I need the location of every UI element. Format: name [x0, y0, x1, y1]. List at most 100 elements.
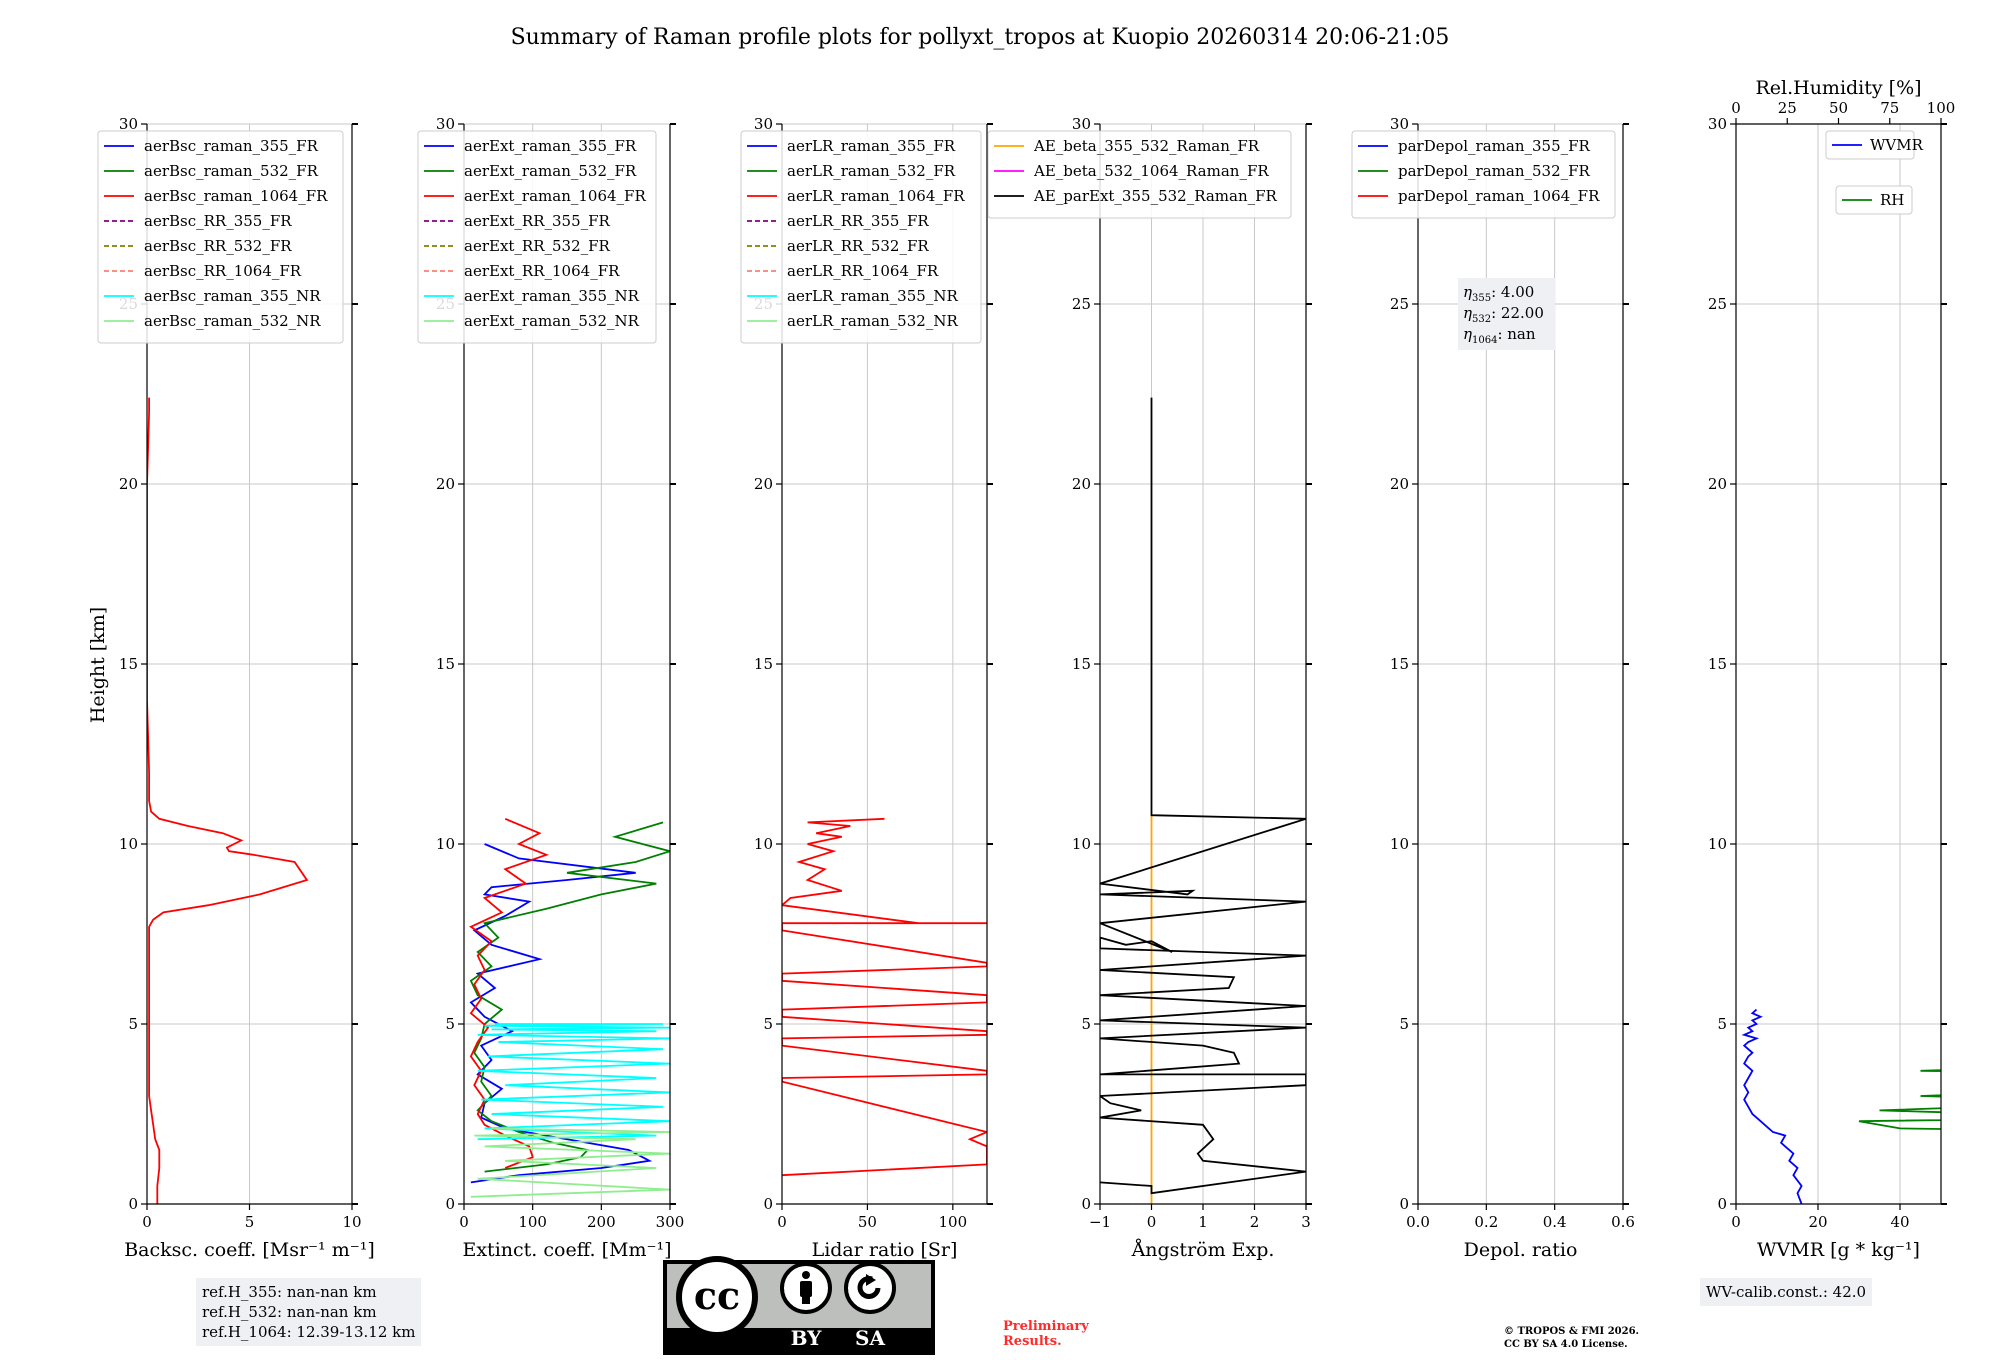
x-tick-label: 300 — [656, 1213, 685, 1231]
legend-label: aerBsc_raman_532_NR — [144, 312, 321, 330]
y-tick-label: 0 — [445, 1195, 455, 1213]
legend-label: aerLR_raman_532_FR — [787, 162, 956, 180]
wv-calib-const: WV-calib.const.: 42.0 — [1706, 1283, 1867, 1301]
series-RH — [1858, 1069, 1941, 1130]
sa-label: SA — [855, 1326, 885, 1350]
x-tick-label: 3 — [1301, 1213, 1311, 1231]
series-aerExt_raman_532_NR — [470, 1127, 670, 1198]
legend-label: aerLR_RR_532_FR — [787, 237, 929, 255]
x-tick-label: 1 — [1198, 1213, 1208, 1231]
cc-license-badge: cc BY SA — [663, 1256, 935, 1355]
y-tick-label: 10 — [754, 835, 773, 853]
legend-label: AE_parExt_355_532_Raman_FR — [1033, 187, 1278, 205]
legend-label: aerLR_RR_355_FR — [787, 212, 929, 230]
y-tick-label: 0 — [1399, 1195, 1409, 1213]
y-tick-label: 20 — [119, 475, 138, 493]
y-tick-label: 20 — [1708, 475, 1727, 493]
x-tick-label: 0.4 — [1543, 1213, 1567, 1231]
y-tick-label: 10 — [1072, 835, 1091, 853]
panel-extinction: 0510152025300100200300Extinct. coeff. [M… — [417, 115, 685, 1261]
x-tick-label: 0.2 — [1474, 1213, 1498, 1231]
series-WVMR — [1741, 1008, 1803, 1204]
y-tick-label: 25 — [1708, 295, 1727, 313]
y-tick-label: 20 — [1390, 475, 1409, 493]
panel-backscatter: 0510152025300510Backsc. coeff. [Msr⁻¹ m⁻… — [97, 115, 375, 1261]
y-tick-label: 30 — [119, 115, 138, 133]
y-tick-label: 30 — [436, 115, 455, 133]
cc-text: cc — [694, 1273, 740, 1318]
x-tick-label: 0.0 — [1406, 1213, 1430, 1231]
share-alike-icon — [844, 1262, 896, 1314]
y-tick-label: 30 — [1708, 115, 1727, 133]
y-tick-label: 10 — [1708, 835, 1727, 853]
legend: aerLR_raman_355_FR aerLR_raman_532_FR aerL… — [740, 130, 982, 344]
eta-532: η532: 22.00 — [1463, 304, 1544, 325]
series-aerExt_raman_1064_FR — [469, 817, 549, 1169]
ref-h-355: ref.H_355: nan-nan km — [202, 1283, 377, 1301]
legend-label: aerLR_raman_532_NR — [787, 312, 958, 330]
x-axis-label: Backsc. coeff. [Msr⁻¹ m⁻¹] — [124, 1239, 375, 1261]
preliminary-note: Preliminary Results. — [1003, 1319, 1089, 1349]
legend-label: aerExt_raman_355_FR — [464, 137, 637, 155]
y-tick-label: 15 — [754, 655, 773, 673]
legend: aerExt_raman_355_FR aerExt_raman_532_FRae… — [417, 130, 657, 344]
legend-label: parDepol_raman_532_FR — [1398, 162, 1591, 180]
legend-label: WVMR — [1870, 136, 1924, 154]
legend: aerBsc_raman_355_FR aerBsc_raman_532_FRae… — [97, 130, 344, 344]
y-tick-label: 15 — [436, 655, 455, 673]
legend-label: aerExt_RR_1064_FR — [464, 262, 620, 280]
y-tick-label: 10 — [1390, 835, 1409, 853]
by-label: BY — [791, 1326, 823, 1350]
legend-label: aerBsc_RR_532_FR — [144, 237, 292, 255]
y-tick-label: 10 — [119, 835, 138, 853]
y-tick-label: 15 — [1072, 655, 1091, 673]
series-aerExt_raman_355_FR — [469, 843, 653, 1184]
copyright-line-1: © TROPOS & FMI 2026. — [1504, 1326, 1640, 1337]
legend-label: aerBsc_raman_532_FR — [144, 162, 319, 180]
x-tick-label: 20 — [1808, 1213, 1827, 1231]
y-tick-label: 5 — [763, 1015, 773, 1033]
y-tick-label: 30 — [754, 115, 773, 133]
x2-tick-label: 75 — [1880, 99, 1899, 117]
legend-label: aerExt_raman_532_FR — [464, 162, 637, 180]
y-tick-label: 20 — [754, 475, 773, 493]
wv-calib-box: WV-calib.const.: 42.0 — [1700, 1278, 1873, 1306]
preliminary-line-1: Preliminary — [1003, 1319, 1089, 1334]
y-axis-label: Height [km] — [87, 607, 109, 723]
x-tick-label: 100 — [939, 1213, 968, 1231]
legend-label: aerLR_raman_355_NR — [787, 287, 958, 305]
series-aerExt_raman_532_FR — [469, 821, 670, 1173]
copyright-line-2: CC BY SA 4.0 License. — [1504, 1339, 1628, 1350]
legend-label: parDepol_raman_355_FR — [1398, 137, 1591, 155]
x-tick-label: 0 — [1147, 1213, 1157, 1231]
x2-axis-label: Rel.Humidity [%] — [1755, 77, 1921, 99]
legend-label: AE_beta_355_532_Raman_FR — [1033, 137, 1260, 155]
x-tick-label: 0 — [777, 1213, 787, 1231]
x2-tick-label: 25 — [1778, 99, 1797, 117]
y-tick-label: 5 — [445, 1015, 455, 1033]
x-tick-label: 0.6 — [1611, 1213, 1635, 1231]
panels: 0510152025300510Backsc. coeff. [Msr⁻¹ m⁻… — [97, 77, 1955, 1261]
y-tick-label: 25 — [1390, 295, 1409, 313]
x-tick-label: 10 — [342, 1213, 361, 1231]
series-aerBsc_raman_1064_FR — [147, 397, 309, 1204]
x-axis-label: Ångström Exp. — [1131, 1239, 1275, 1261]
y-tick-label: 0 — [1081, 1195, 1091, 1213]
y-tick-label: 15 — [119, 655, 138, 673]
x-axis-label: Extinct. coeff. [Mm⁻¹] — [462, 1239, 671, 1261]
y-tick-label: 0 — [128, 1195, 138, 1213]
legend-label: aerBsc_RR_1064_FR — [144, 262, 302, 280]
y-tick-label: 5 — [1081, 1015, 1091, 1033]
eta-1064: η1064: nan — [1463, 325, 1536, 346]
y-tick-label: 30 — [1072, 115, 1091, 133]
series-AE_parExt_355_532_Raman_FR — [1100, 397, 1306, 1195]
y-tick-label: 25 — [1072, 295, 1091, 313]
y-tick-label: 10 — [436, 835, 455, 853]
legend-label: aerLR_RR_1064_FR — [787, 262, 939, 280]
x-axis-label: WVMR [g * kg⁻¹] — [1757, 1239, 1920, 1261]
x-axis-label: Depol. ratio — [1464, 1239, 1578, 1261]
legend-label: aerBsc_raman_355_FR — [144, 137, 319, 155]
x2-tick-label: 50 — [1829, 99, 1848, 117]
